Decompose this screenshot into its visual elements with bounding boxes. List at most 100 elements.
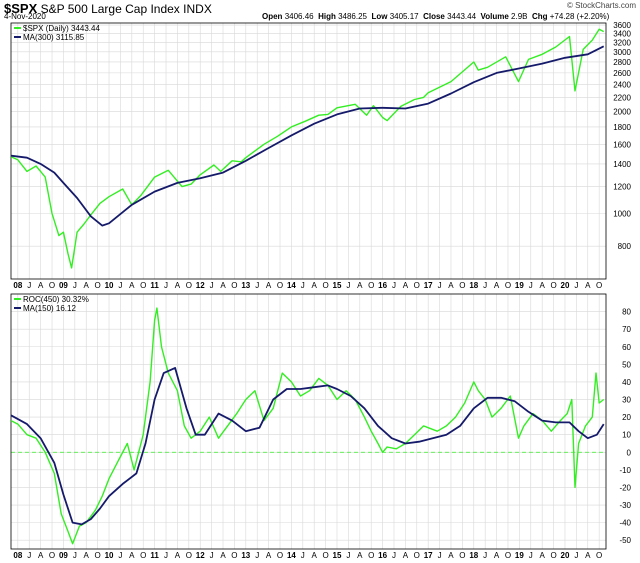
y-tick-label: 3000 <box>613 48 631 57</box>
x-tick-month-label: A <box>494 551 500 560</box>
x-tick-year-label: 17 <box>424 551 433 560</box>
x-tick-month-label: J <box>574 281 578 290</box>
x-tick-year-label: 16 <box>378 551 387 560</box>
high-label: High <box>318 12 336 21</box>
x-tick-month-label: A <box>539 281 545 290</box>
x-tick-month-label: J <box>118 281 122 290</box>
legend-entry: MA(150) 16.12 <box>23 304 76 313</box>
x-tick-year-label: 19 <box>515 551 524 560</box>
x-tick-year-label: 09 <box>59 551 68 560</box>
y-tick-label: 2400 <box>613 81 631 90</box>
x-tick-month-label: O <box>322 551 328 560</box>
x-tick-month-label: A <box>38 551 44 560</box>
x-tick-month-label: A <box>312 551 318 560</box>
primary-series-line <box>10 307 605 545</box>
volume-value: 2.9B <box>511 12 528 21</box>
y-tick-label: -40 <box>619 519 631 528</box>
x-tick-month-label: A <box>220 281 226 290</box>
x-tick-month-label: J <box>73 281 77 290</box>
x-tick-year-label: 17 <box>424 281 433 290</box>
x-tick-month-label: J <box>392 551 396 560</box>
moving-average-line <box>10 45 605 227</box>
x-tick-month-label: A <box>84 281 90 290</box>
ohlc-summary: Open 3406.46 High 3486.25 Low 3405.17 Cl… <box>262 12 609 21</box>
y-tick-label: 2000 <box>613 107 631 116</box>
x-tick-month-label: J <box>438 281 442 290</box>
y-tick-label: 3200 <box>613 38 631 47</box>
y-tick-label: 20 <box>622 413 631 422</box>
x-tick-month-label: J <box>118 551 122 560</box>
x-tick-year-label: 12 <box>196 551 205 560</box>
low-label: Low <box>371 12 388 21</box>
x-tick-month-label: O <box>505 551 511 560</box>
close-value: 3443.44 <box>447 12 477 21</box>
x-tick-year-label: 15 <box>333 281 342 290</box>
x-tick-month-label: O <box>505 281 511 290</box>
x-tick-month-label: O <box>277 281 283 290</box>
x-tick-month-label: A <box>220 551 226 560</box>
y-tick-label: 800 <box>618 242 632 251</box>
index-name: S&P 500 Large Cap Index <box>40 2 180 16</box>
x-tick-month-label: J <box>529 551 533 560</box>
x-tick-month-label: A <box>129 551 135 560</box>
x-tick-year-label: 15 <box>333 551 342 560</box>
moving-average-line <box>10 366 605 526</box>
x-tick-month-label: A <box>585 281 591 290</box>
x-tick-month-label: J <box>529 281 533 290</box>
x-tick-year-label: 20 <box>561 551 570 560</box>
x-tick-month-label: A <box>357 281 363 290</box>
y-tick-label: 50 <box>622 360 631 369</box>
open-value: 3406.46 <box>284 12 314 21</box>
x-tick-month-label: O <box>231 551 237 560</box>
y-tick-label: 1400 <box>613 160 631 169</box>
x-tick-month-label: O <box>550 551 556 560</box>
x-tick-year-label: 13 <box>241 551 250 560</box>
y-tick-label: -10 <box>619 466 631 475</box>
x-tick-month-label: A <box>494 281 500 290</box>
x-tick-year-label: 18 <box>469 281 478 290</box>
exchange: INDX <box>183 2 212 16</box>
y-tick-label: 0 <box>627 448 632 457</box>
panel-1: 08 J A O 09 J A O 10 J A O 11 J A O 12 J A O 13 J A O 14 J A O 15 J A O… <box>10 21 632 290</box>
y-tick-label: 3400 <box>613 29 631 38</box>
x-tick-month-label: O <box>49 551 55 560</box>
x-tick-month-label: O <box>368 551 374 560</box>
x-tick-year-label: 14 <box>287 551 296 560</box>
x-tick-month-label: A <box>312 281 318 290</box>
x-tick-month-label: O <box>140 551 146 560</box>
x-tick-month-label: O <box>550 281 556 290</box>
x-tick-month-label: O <box>95 551 101 560</box>
x-tick-year-label: 13 <box>241 281 250 290</box>
x-tick-year-label: 08 <box>13 551 22 560</box>
x-tick-year-label: 10 <box>105 551 114 560</box>
x-tick-month-label: J <box>164 281 168 290</box>
x-tick-month-label: O <box>231 281 237 290</box>
x-tick-month-label: J <box>438 551 442 560</box>
y-tick-label: 1200 <box>613 183 631 192</box>
x-tick-month-label: O <box>95 281 101 290</box>
low-value: 3405.17 <box>389 12 419 21</box>
x-tick-month-label: A <box>403 281 409 290</box>
x-tick-month-label: A <box>539 551 545 560</box>
high-value: 3486.25 <box>338 12 367 21</box>
legend-entry: MA(300) 3115.85 <box>23 33 85 42</box>
x-tick-month-label: O <box>49 281 55 290</box>
chg-label: Chg <box>531 12 548 21</box>
x-tick-month-label: J <box>483 551 487 560</box>
x-tick-month-label: J <box>27 281 31 290</box>
y-tick-label: 10 <box>622 431 631 440</box>
open-label: Open <box>262 12 283 21</box>
y-tick-label: 2600 <box>613 69 631 78</box>
panel-2: 08 J A O 09 J A O 10 J A O 11 J A O 12 J A O 13 J A O 14 J A O 15 J A O… <box>10 293 632 560</box>
y-tick-label: -50 <box>619 536 631 545</box>
volume-label: Volume <box>480 12 509 21</box>
x-tick-month-label: A <box>448 281 454 290</box>
x-tick-month-label: J <box>210 281 214 290</box>
x-tick-month-label: A <box>129 281 135 290</box>
y-tick-label: 80 <box>622 308 631 317</box>
x-tick-year-label: 14 <box>287 281 296 290</box>
symbol: $SPX <box>4 1 38 16</box>
x-tick-month-label: A <box>175 281 181 290</box>
x-tick-year-label: 11 <box>150 551 159 560</box>
